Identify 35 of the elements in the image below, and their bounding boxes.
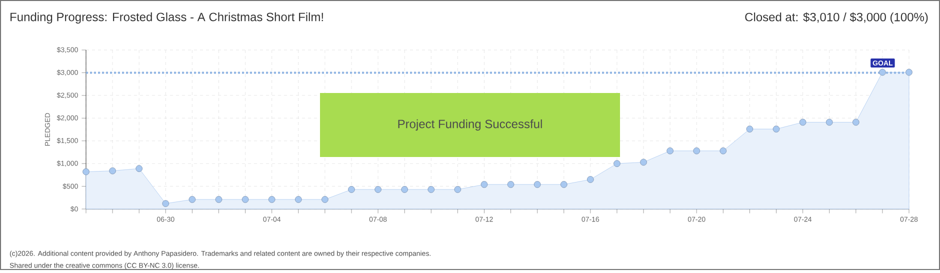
point xyxy=(852,119,860,126)
point xyxy=(746,126,754,133)
point xyxy=(614,160,620,168)
chart-subtitle: Closed at: $3,010 / $3,000 (100%) xyxy=(745,12,928,24)
point xyxy=(799,119,806,126)
point xyxy=(215,196,222,204)
point xyxy=(82,168,90,176)
point xyxy=(560,181,568,188)
point xyxy=(268,196,276,204)
point xyxy=(242,196,249,204)
point xyxy=(322,196,328,204)
point xyxy=(879,69,886,76)
annotation: Project Funding Successful xyxy=(398,120,542,131)
point xyxy=(374,186,382,194)
point xyxy=(826,119,833,126)
point xyxy=(666,148,674,154)
point xyxy=(188,196,196,204)
point xyxy=(136,165,142,172)
point xyxy=(534,181,541,188)
point xyxy=(772,126,780,133)
point xyxy=(906,69,912,76)
point xyxy=(294,196,302,204)
point xyxy=(348,186,355,194)
point xyxy=(401,186,408,194)
point xyxy=(480,181,488,188)
point xyxy=(640,159,647,166)
point xyxy=(693,148,700,154)
point xyxy=(720,148,727,154)
point xyxy=(162,200,170,208)
point xyxy=(507,181,514,188)
point xyxy=(109,168,116,174)
point xyxy=(454,186,462,194)
chart-title: Funding Progress: Frosted Glass - A Christmas Short Film! xyxy=(10,12,323,24)
point xyxy=(587,176,594,184)
point xyxy=(428,186,435,194)
